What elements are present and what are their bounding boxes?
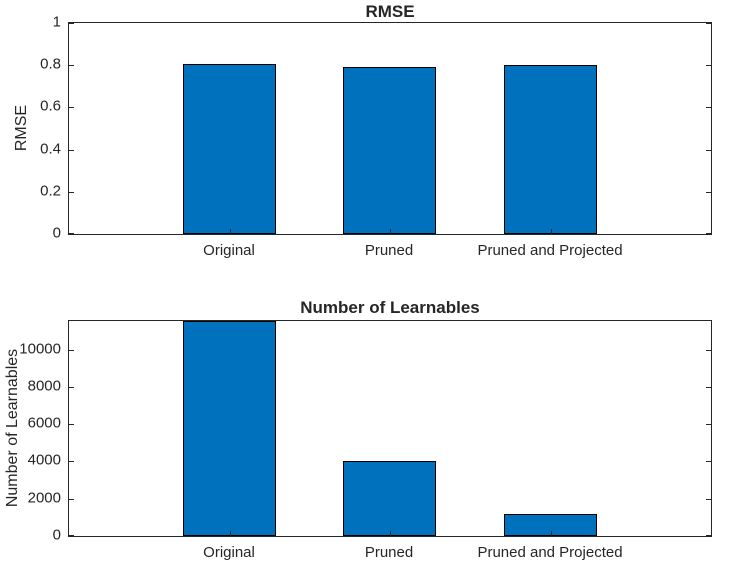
y-tick-label: 0.4	[40, 140, 61, 158]
y-tick-mark	[706, 107, 711, 108]
x-tick-label: Pruned	[364, 544, 414, 561]
y-tick-mark	[706, 23, 711, 24]
y-tick-mark	[69, 424, 74, 425]
learnables-x-tick-labels: Original Pruned Pruned and Projected	[68, 537, 712, 563]
rmse-chart-title: RMSE	[365, 2, 415, 21]
y-tick-mark	[69, 23, 74, 24]
y-tick-label: 1	[52, 13, 61, 31]
y-tick-mark	[69, 192, 74, 193]
rmse-x-tick-labels: Original Pruned Pruned and Projected	[68, 235, 712, 261]
y-tick-mark	[706, 233, 711, 234]
y-tick-label: 4000	[27, 451, 61, 469]
x-tick-mark	[390, 531, 391, 536]
bar	[504, 65, 597, 234]
y-tick-label: 8000	[27, 377, 61, 395]
y-tick-mark	[706, 350, 711, 351]
y-tick-mark	[69, 107, 74, 108]
y-tick-mark	[69, 461, 74, 462]
x-tick-mark	[230, 229, 231, 234]
y-tick-label: 0.2	[40, 182, 61, 200]
y-tick-mark	[69, 233, 74, 234]
y-tick-mark	[706, 499, 711, 500]
rmse-plot-area	[68, 22, 712, 235]
y-tick-label: 0	[52, 526, 61, 544]
rmse-y-axis-label: RMSE	[13, 104, 30, 152]
y-tick-label: 0.8	[40, 55, 61, 73]
y-tick-mark	[69, 150, 74, 151]
y-tick-mark	[706, 192, 711, 193]
y-tick-label: 6000	[27, 414, 61, 432]
x-tick-mark	[551, 531, 552, 536]
y-tick-mark	[69, 387, 74, 388]
learnables-plot-area	[68, 320, 712, 537]
y-tick-mark	[69, 65, 74, 66]
y-tick-label: 10000	[19, 340, 61, 358]
y-tick-mark	[69, 535, 74, 536]
x-tick-label: Original	[203, 544, 255, 561]
x-tick-mark	[390, 229, 391, 234]
learnables-chart-title: Number of Learnables	[300, 298, 480, 317]
rmse-y-tick-labels: 0 0.2 0.4 0.6 0.8 1	[0, 14, 61, 242]
bar	[504, 514, 597, 536]
bar	[183, 321, 276, 536]
y-tick-mark	[706, 424, 711, 425]
y-tick-mark	[706, 150, 711, 151]
y-tick-mark	[69, 499, 74, 500]
bar	[183, 64, 276, 234]
bar	[343, 67, 436, 234]
y-tick-mark	[706, 65, 711, 66]
x-tick-mark	[551, 229, 552, 234]
bar	[343, 461, 436, 536]
x-tick-mark	[230, 531, 231, 536]
y-tick-label: 2000	[27, 489, 61, 507]
y-tick-mark	[706, 461, 711, 462]
x-tick-label: Pruned and Projected	[477, 544, 623, 561]
y-tick-label: 0.6	[40, 97, 61, 115]
x-tick-label: Pruned and Projected	[477, 242, 623, 259]
y-tick-label: 0	[52, 224, 61, 242]
y-tick-mark	[69, 350, 74, 351]
x-tick-label: Pruned	[364, 242, 414, 259]
y-tick-mark	[706, 535, 711, 536]
x-tick-label: Original	[203, 242, 255, 259]
y-tick-mark	[706, 387, 711, 388]
learnables-y-tick-labels: 0 2000 4000 6000 8000 10000	[0, 320, 61, 544]
learnables-y-axis-label: Number of Learnables	[4, 348, 21, 508]
